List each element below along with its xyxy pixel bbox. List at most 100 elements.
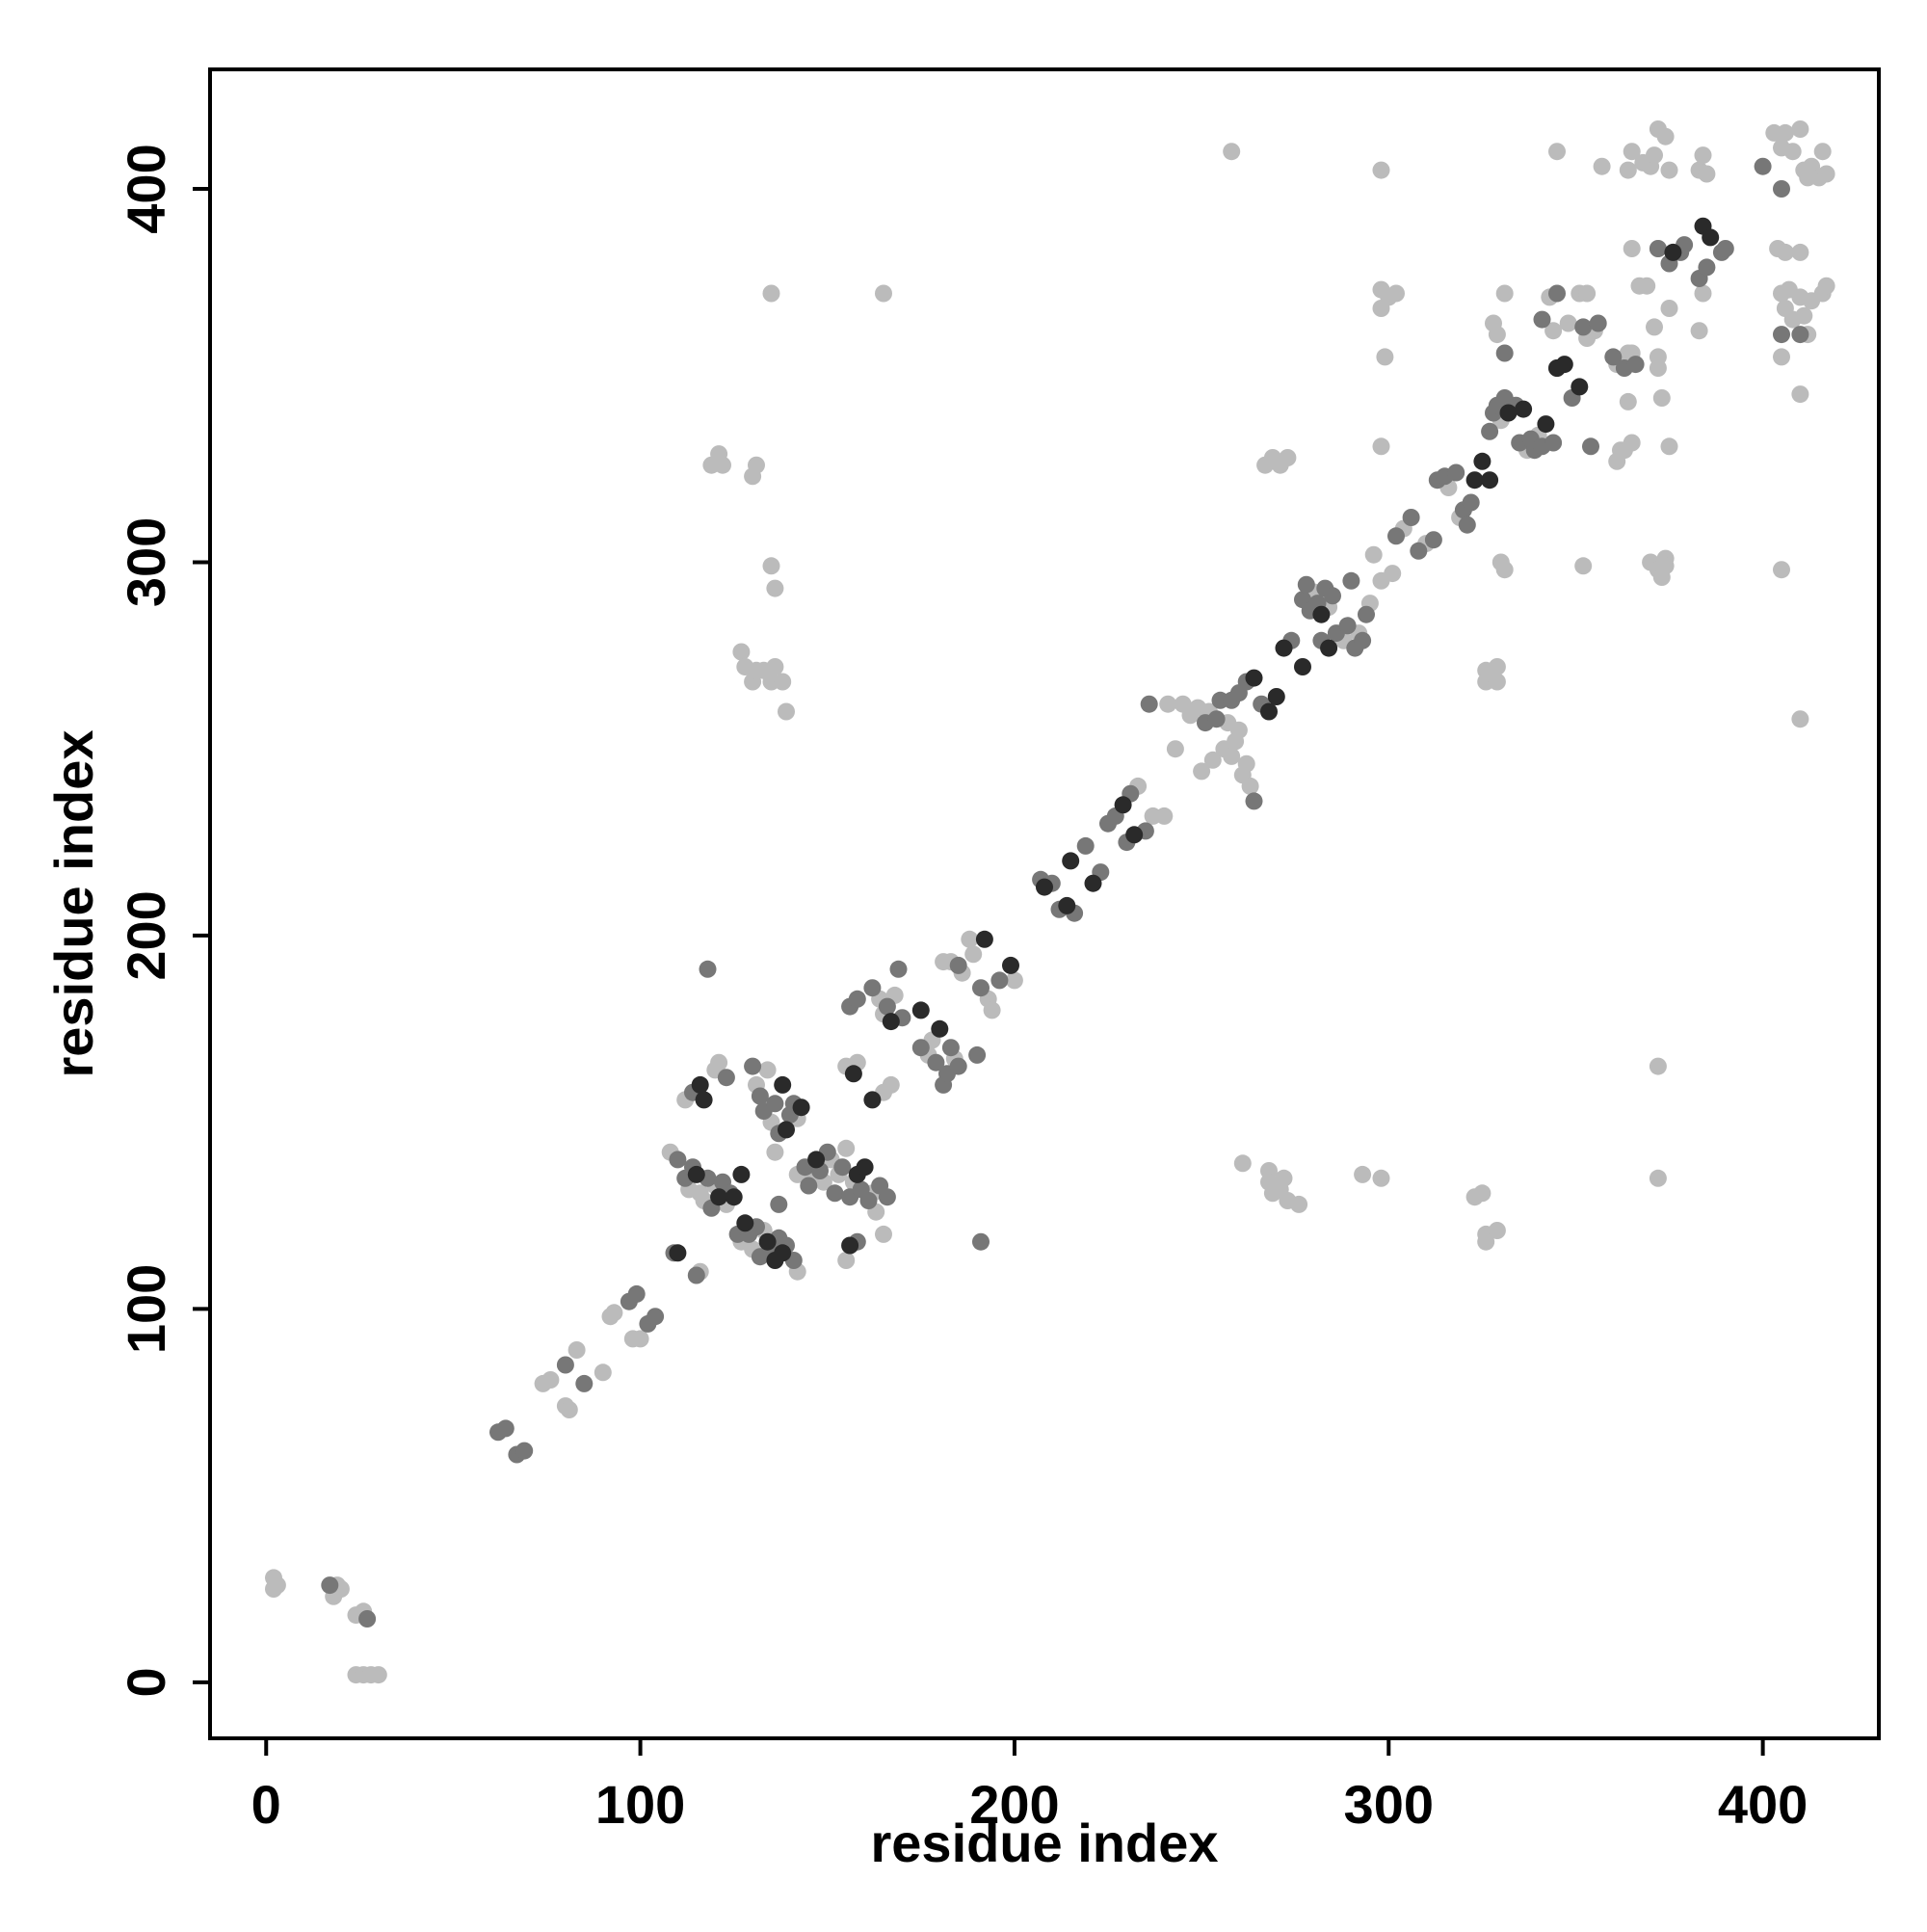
- data-point: [1488, 673, 1506, 691]
- data-point: [762, 284, 780, 303]
- data-point: [770, 1195, 788, 1213]
- data-point: [1544, 434, 1563, 452]
- data-point: [568, 1341, 586, 1359]
- data-point: [1776, 243, 1794, 261]
- data-point: [1656, 127, 1675, 146]
- data-point: [983, 1001, 1001, 1019]
- data-point: [1245, 792, 1263, 810]
- data-point: [1002, 956, 1019, 974]
- data-point: [859, 1192, 878, 1209]
- data-point: [1813, 143, 1832, 161]
- data-point: [631, 1330, 649, 1348]
- data-point: [975, 930, 993, 948]
- data-point: [669, 1244, 687, 1262]
- data-point: [1817, 165, 1835, 183]
- data-point: [358, 1610, 377, 1628]
- y-axis-label: residue index: [43, 729, 104, 1077]
- data-point: [807, 1151, 826, 1169]
- data-point: [774, 1075, 792, 1094]
- data-point: [837, 1139, 856, 1157]
- data-point: [1207, 710, 1226, 728]
- data-point: [1773, 180, 1790, 198]
- data-point: [1125, 826, 1144, 844]
- data-point: [1495, 561, 1514, 579]
- data-point: [1604, 348, 1623, 366]
- data-point: [1488, 1222, 1506, 1239]
- y-tick-label: 0: [116, 1667, 176, 1697]
- data-point: [560, 1401, 578, 1418]
- data-point: [1036, 878, 1053, 896]
- data-point: [1791, 120, 1809, 138]
- data-point: [1312, 605, 1331, 623]
- data-point: [1372, 300, 1390, 317]
- data-point: [1140, 695, 1158, 713]
- data-point: [1559, 314, 1577, 332]
- data-point: [1241, 777, 1259, 795]
- data-point: [875, 284, 892, 303]
- data-point: [732, 643, 751, 661]
- data-point: [575, 1374, 594, 1392]
- data-point: [541, 1371, 560, 1389]
- data-point: [1649, 1169, 1667, 1187]
- data-point: [1223, 143, 1241, 161]
- data-point: [774, 1244, 792, 1262]
- data-point: [1462, 493, 1480, 512]
- data-point: [515, 1442, 534, 1460]
- data-point: [1387, 527, 1405, 545]
- data-point: [1649, 1057, 1667, 1075]
- data-point: [1237, 754, 1255, 773]
- data-point: [1698, 165, 1716, 183]
- data-point: [1773, 348, 1790, 366]
- data-point: [941, 1039, 960, 1057]
- y-tick-label: 400: [116, 144, 176, 233]
- data-point: [687, 1266, 705, 1284]
- data-point: [1773, 326, 1790, 344]
- data-point: [699, 960, 717, 978]
- data-point: [1458, 516, 1476, 534]
- data-point: [1159, 695, 1177, 713]
- data-point: [1290, 1195, 1308, 1213]
- data-point: [1481, 471, 1499, 490]
- data-point: [1656, 557, 1675, 575]
- data-point: [1473, 452, 1491, 470]
- data-point: [1664, 243, 1682, 261]
- data-point: [878, 1188, 896, 1206]
- data-point: [751, 1087, 769, 1105]
- data-point: [1203, 751, 1222, 769]
- y-tick-label: 300: [116, 517, 176, 607]
- data-point: [1623, 240, 1641, 257]
- data-point: [972, 979, 990, 997]
- data-point: [627, 1284, 646, 1303]
- data-point: [1354, 631, 1372, 649]
- data-point: [1488, 658, 1506, 675]
- data-point: [732, 1165, 751, 1183]
- data-point: [1619, 392, 1637, 410]
- data-point: [961, 930, 979, 948]
- data-point: [1372, 437, 1390, 456]
- data-point: [1358, 605, 1375, 623]
- data-point: [1320, 639, 1338, 657]
- data-point: [863, 979, 882, 997]
- data-point: [1537, 415, 1555, 434]
- data-point: [1294, 658, 1311, 675]
- data-point: [844, 1065, 862, 1083]
- data-point: [1660, 437, 1678, 456]
- data-point: [1649, 240, 1667, 257]
- data-point: [369, 1666, 387, 1684]
- data-point: [1260, 702, 1278, 721]
- data-point: [856, 1158, 874, 1177]
- data-point: [1716, 240, 1734, 257]
- data-point: [748, 456, 765, 474]
- data-point: [1193, 762, 1211, 781]
- data-point: [778, 702, 795, 721]
- plot-frame: [208, 67, 1881, 1740]
- data-point: [1694, 284, 1712, 303]
- data-point: [1005, 971, 1023, 990]
- data-point: [1646, 146, 1663, 165]
- data-point: [321, 1576, 339, 1595]
- data-point: [1155, 807, 1174, 825]
- data-point: [556, 1356, 574, 1374]
- y-axis: 0 100 200 300 400: [116, 144, 210, 1697]
